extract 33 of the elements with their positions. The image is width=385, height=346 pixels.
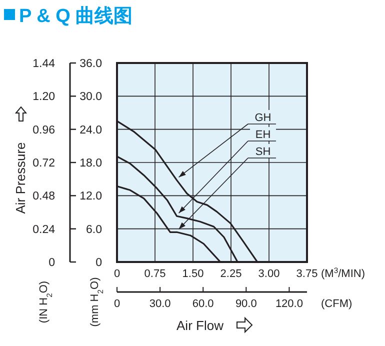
y2-tick-label: 1.44 — [32, 58, 56, 70]
text: Air Pressure — [13, 142, 28, 214]
x-tick-label: 0.75 — [144, 268, 166, 280]
y-tick-label: 6.0 — [86, 224, 102, 236]
legend-label: SH — [255, 146, 271, 158]
y2-tick-label: 0 — [48, 257, 55, 269]
y2-tick-label: 1.20 — [32, 91, 55, 104]
y-tick-label: 12.0 — [80, 190, 102, 203]
x2-tick-label: 120.0 — [275, 298, 303, 310]
y-tick-label: 36.0 — [80, 58, 102, 70]
x2-tick-label: 60.0 — [192, 298, 214, 310]
x-tick-label: 1.50 — [182, 268, 204, 280]
x2-axis-title: (CFM) — [321, 298, 352, 310]
x-tick-label: 2.25 — [220, 268, 242, 280]
y2-tick-label: 0.72 — [32, 158, 55, 170]
x2-tick-label: 30.0 — [149, 298, 171, 310]
y2-tick-label: 0.96 — [32, 124, 55, 136]
chart-title: P & Q 曲线图 — [19, 5, 133, 27]
y-tick-label: 24.0 — [80, 124, 102, 136]
text: Air Flow — [176, 318, 224, 333]
y-tick-label: 0 — [96, 257, 102, 269]
x2-tick-label: 0 — [114, 298, 120, 310]
x2-tick-label: 90.0 — [235, 298, 257, 310]
y-tick-label: 18.0 — [80, 158, 102, 170]
y-tick-label: 30.0 — [80, 91, 102, 104]
x-tick-label: 3.75 — [296, 268, 318, 280]
y2-tick-label: 0.48 — [32, 190, 55, 203]
y2-tick-label: 0.24 — [32, 224, 56, 236]
x-tick-label: 3.00 — [258, 268, 280, 280]
text: GH — [254, 112, 272, 124]
x-tick-label: 0 — [114, 268, 120, 280]
x-axis-title: (M$^{3}$/MIN) — [321, 266, 365, 280]
text: EH — [255, 129, 271, 141]
